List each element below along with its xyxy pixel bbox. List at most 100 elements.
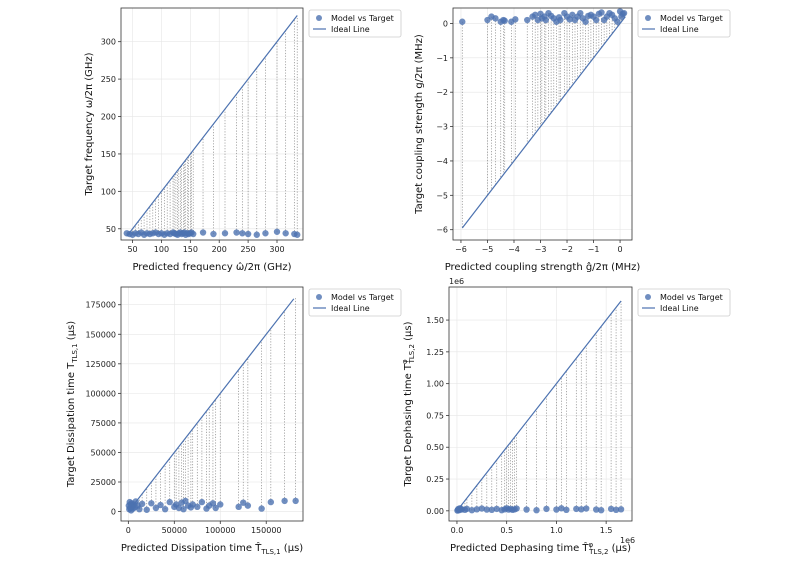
y-tick-label: 75000 xyxy=(91,419,116,428)
data-point xyxy=(182,497,189,505)
x-tick-label: 0.0 xyxy=(451,526,464,535)
data-point xyxy=(240,499,247,506)
y-tick-label: −5 xyxy=(436,191,448,200)
data-point xyxy=(459,18,466,25)
data-point xyxy=(582,18,589,25)
plot-frame xyxy=(448,286,633,522)
y-axis-label: Target coupling strength g/2π (MHz) xyxy=(414,34,425,215)
data-point xyxy=(488,506,495,514)
legend-label-model: Model vs Target xyxy=(660,293,723,302)
data-point xyxy=(463,505,471,513)
y-tick-label: 125000 xyxy=(85,360,116,369)
data-point xyxy=(553,506,560,513)
legend: Model vs Target Ideal Line xyxy=(637,9,731,38)
y-offset-label: 1e6 xyxy=(449,277,464,286)
legend-label-ideal: Ideal Line xyxy=(331,304,370,313)
y-tick-label: 50000 xyxy=(91,448,116,457)
data-point xyxy=(143,506,150,513)
data-point xyxy=(233,229,240,236)
y-axis-label: Target Dissipation time TTLS,1 (μs) xyxy=(66,321,79,488)
data-point xyxy=(468,506,476,514)
plot-frame xyxy=(452,7,633,241)
data-point xyxy=(493,505,500,513)
data-point xyxy=(543,505,550,513)
data-point xyxy=(583,505,590,512)
y-tick-label: 150000 xyxy=(85,330,116,339)
y-axis-label: Target frequency ω/2π (GHz) xyxy=(84,52,95,196)
y-tick-label: 0.25 xyxy=(426,475,444,484)
data-point xyxy=(557,16,564,24)
plot-frame xyxy=(120,286,304,522)
y-tick-label: 100 xyxy=(101,187,116,196)
x-tick-label: 50000 xyxy=(162,526,187,535)
data-point xyxy=(152,504,160,512)
x-tick-label: 300 xyxy=(269,245,284,254)
dissipation-panel: 0 50000 100000 150000 0 25000 50000 75000 100000… xyxy=(66,286,402,556)
data-point xyxy=(244,502,252,509)
data-point xyxy=(607,505,615,513)
data-point xyxy=(198,498,206,506)
data-point xyxy=(166,498,173,506)
data-point xyxy=(512,16,519,23)
y-tick-label: 1.50 xyxy=(426,316,444,325)
y-tick-label: 0 xyxy=(443,19,448,28)
data-point xyxy=(294,231,301,238)
x-tick-label: −4 xyxy=(508,245,520,254)
y-tick-label: −2 xyxy=(436,88,448,97)
data-point xyxy=(258,505,265,512)
data-point xyxy=(593,16,600,24)
data-point xyxy=(533,506,540,514)
legend-label-model: Model vs Target xyxy=(331,14,394,23)
ideal-line xyxy=(461,16,626,229)
y-tick-label: 100000 xyxy=(85,389,116,398)
data-point xyxy=(492,15,499,22)
y-axis-label: Target Dephasing time TφTLS,2 (μs) xyxy=(401,321,416,487)
data-point xyxy=(221,230,229,237)
data-point xyxy=(592,506,600,513)
data-point xyxy=(569,11,576,19)
x-axis-label: Predicted coupling strength ĝ/2π (MHz) xyxy=(445,261,641,273)
data-point xyxy=(478,505,486,512)
y-tick-label: 250 xyxy=(101,75,116,84)
data-point xyxy=(273,228,281,235)
legend-marker-model xyxy=(316,294,322,300)
y-tick-label: 175000 xyxy=(85,301,116,310)
x-tick-label: −3 xyxy=(535,245,547,254)
data-point xyxy=(614,18,621,25)
x-tick-label: 0.5 xyxy=(500,526,513,535)
data-point xyxy=(473,506,481,513)
legend-box xyxy=(637,9,731,38)
data-point xyxy=(210,230,217,238)
x-tick-label: 250 xyxy=(240,245,255,254)
data-point xyxy=(573,505,580,513)
legend-label-ideal: Ideal Line xyxy=(331,25,370,34)
data-point xyxy=(161,505,169,513)
legend-box xyxy=(308,288,402,317)
legend-marker-model xyxy=(316,15,322,21)
data-point xyxy=(157,501,164,509)
x-tick-label: −1 xyxy=(588,245,600,254)
x-tick-label: 0 xyxy=(618,245,623,254)
data-point xyxy=(136,505,143,513)
legend-marker-model xyxy=(645,15,651,21)
legend-box xyxy=(308,9,402,38)
data-point xyxy=(577,9,584,17)
data-point xyxy=(282,230,289,237)
ideal-line xyxy=(126,15,298,237)
data-point xyxy=(617,506,625,513)
legend: Model vs Target Ideal Line xyxy=(308,288,402,317)
y-tick-label: 1.00 xyxy=(426,380,444,389)
data-point xyxy=(598,9,605,16)
y-tick-label: 1.25 xyxy=(426,348,444,357)
x-tick-label: −2 xyxy=(561,245,573,254)
data-point xyxy=(501,17,508,24)
y-tick-label: 0.00 xyxy=(426,507,444,516)
x-axis-label: Predicted Dissipation time T̂TLS,1 (μs) xyxy=(121,541,303,556)
y-tick-label: −6 xyxy=(436,226,448,235)
x-tick-label: 100000 xyxy=(205,526,236,535)
data-point xyxy=(563,506,570,514)
y-tick-label: 0 xyxy=(111,508,116,517)
x-tick-label: 1.5 xyxy=(600,526,613,535)
data-point xyxy=(524,16,531,24)
